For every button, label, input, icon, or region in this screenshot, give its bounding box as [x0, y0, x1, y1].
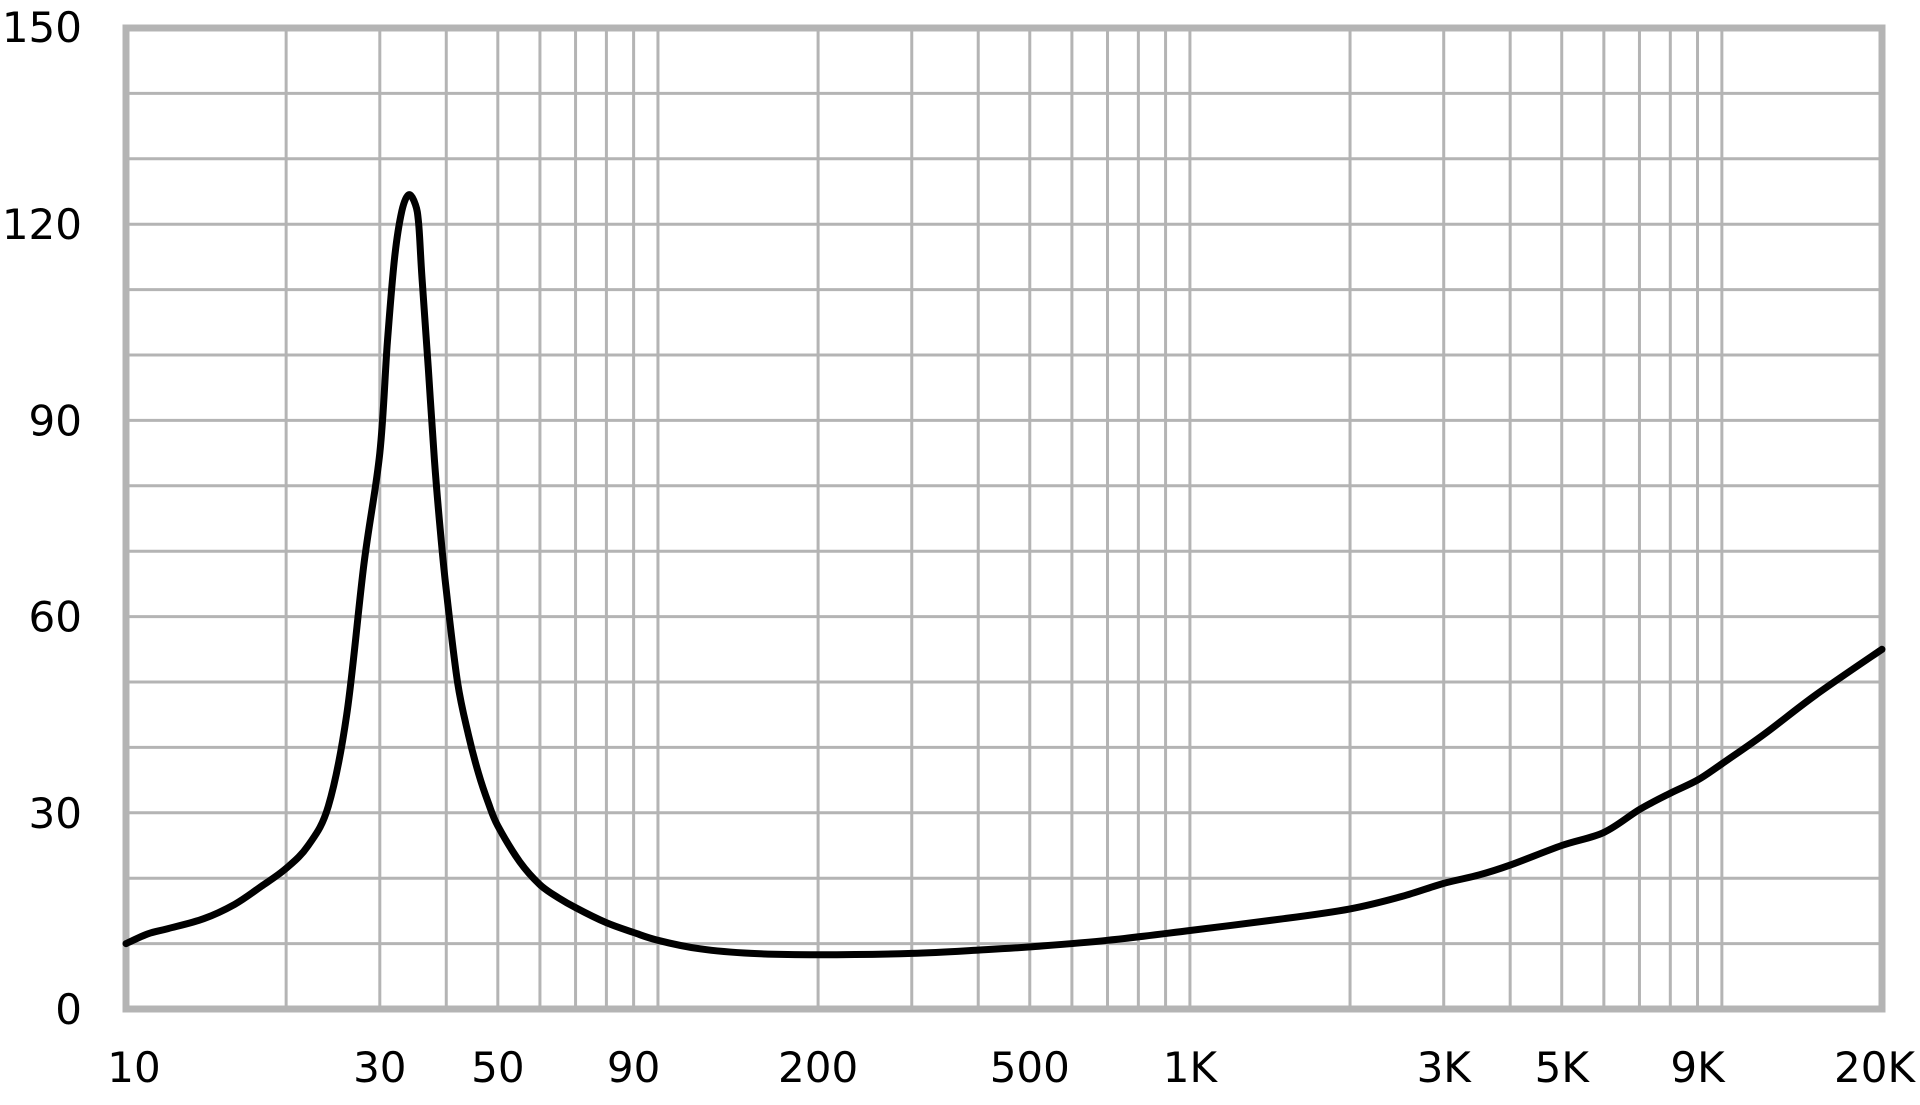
x-tick-label-3K: 3K — [1417, 1043, 1473, 1092]
x-tick-label-1K: 1K — [1163, 1043, 1219, 1092]
x-tick-label-500: 500 — [990, 1043, 1070, 1092]
x-tick-label-200: 200 — [778, 1043, 858, 1092]
series-line — [122, 191, 1886, 959]
y-tick-label-0: 0 — [55, 985, 82, 1034]
y-tick-label-120: 120 — [2, 200, 82, 249]
x-tick-label-9K: 9K — [1670, 1043, 1726, 1092]
x-tick-label-30: 30 — [353, 1043, 406, 1092]
x-tick-label-20K: 20K — [1834, 1043, 1916, 1092]
y-tick-label-150: 150 — [2, 3, 82, 52]
x-tick-label-10: 10 — [107, 1043, 160, 1092]
y-tick-label-90: 90 — [29, 396, 82, 445]
plot-frame — [122, 24, 1886, 1013]
x-axis-tick-labels: 10 30 50 90 200 500 1K 3K 5K 9K 20K — [107, 1043, 1916, 1092]
y-axis-tick-labels: 0 30 60 90 120 150 — [2, 3, 82, 1034]
x-tick-label-90: 90 — [607, 1043, 660, 1092]
y-tick-label-30: 30 — [29, 789, 82, 838]
grid — [126, 28, 1882, 1009]
x-tick-label-5K: 5K — [1535, 1043, 1591, 1092]
y-tick-label-60: 60 — [29, 593, 82, 642]
x-tick-label-50: 50 — [471, 1043, 524, 1092]
